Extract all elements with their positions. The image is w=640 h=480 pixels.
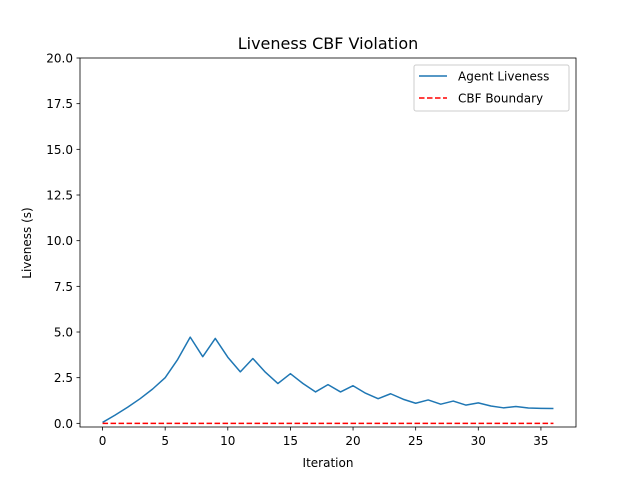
- chart-title: Liveness CBF Violation: [238, 34, 419, 53]
- y-tick-label: 10.0: [46, 234, 73, 248]
- plot-frame: [79, 57, 577, 428]
- x-tick-label: 35: [533, 434, 548, 448]
- y-tick-label: 15.0: [46, 143, 73, 157]
- x-tick-label: 20: [345, 434, 360, 448]
- y-tick-label: 7.5: [54, 280, 73, 294]
- y-tick-label: 17.5: [46, 97, 73, 111]
- x-axis-label: Iteration: [303, 456, 354, 470]
- y-tick-label: 5.0: [54, 326, 73, 340]
- x-tick-label: 30: [471, 434, 486, 448]
- legend-label-agent-liveness: Agent Liveness: [458, 70, 549, 84]
- legend: Agent Liveness CBF Boundary: [413, 64, 570, 112]
- y-tick-label: 20.0: [46, 52, 73, 66]
- y-tick-label: 0.0: [54, 417, 73, 431]
- y-axis-label: Liveness (s): [20, 207, 34, 278]
- x-tick-label: 10: [220, 434, 235, 448]
- x-tick-label: 0: [99, 434, 107, 448]
- y-tick-label: 12.5: [46, 189, 73, 203]
- x-tick-label: 5: [161, 434, 169, 448]
- plot-area: [102, 336, 554, 425]
- legend-box: [413, 64, 570, 112]
- series-line-agent-liveness: [102, 336, 554, 424]
- y-tick-label: 2.5: [54, 371, 73, 385]
- x-tick-label: 15: [283, 434, 298, 448]
- legend-label-cbf-boundary: CBF Boundary: [458, 92, 543, 106]
- axis-ticks: 0 5 10 15 20 25 30 35 0.0 2.5 5.0 7.5 10.0 12.5 15.0 17…: [46, 52, 548, 449]
- x-tick-label: 25: [408, 434, 423, 448]
